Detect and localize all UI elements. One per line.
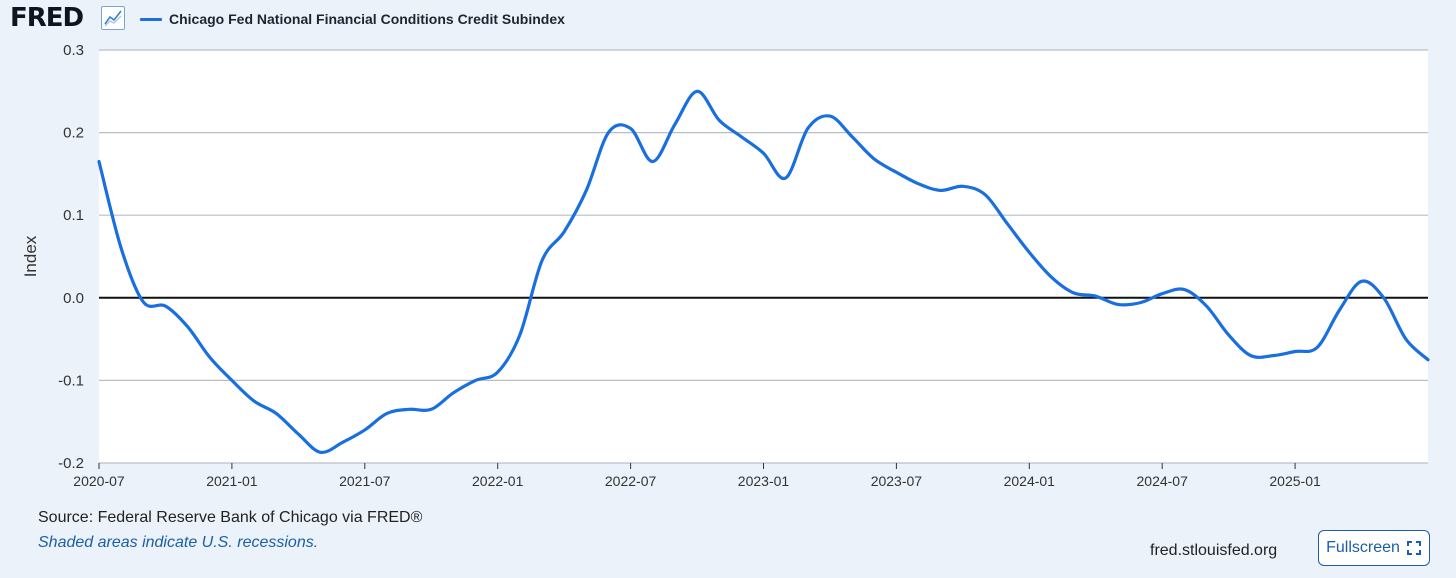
x-tick-label: 2023-07 — [871, 473, 923, 489]
site-url[interactable]: fred.stlouisfed.org — [1150, 542, 1278, 559]
fullscreen-button[interactable]: Fullscreen — [1318, 530, 1430, 566]
series-group — [97, 89, 1430, 454]
x-axis-ticks: 2020-07 2021-01 2021-07 2022-01 2022-07 2023-… — [73, 463, 1321, 489]
y-tick-label: 0.0 — [63, 290, 84, 307]
y-tick-label: -0.2 — [58, 455, 84, 472]
chart-header: FRED Chicago Fed National Financial Cond… — [0, 0, 1456, 36]
x-tick-label: 2023-01 — [738, 473, 790, 489]
series-line[interactable] — [97, 89, 1430, 454]
x-tick-label: 2024-01 — [1004, 473, 1056, 489]
y-tick-label: 0.2 — [63, 125, 84, 142]
line-chart: 0.3 0.2 0.1 0.0 -0.1 -0.2 2020-07 2021-01 2021-… — [21, 42, 1430, 489]
line-chart-icon[interactable] — [101, 6, 125, 30]
recession-note: Shaded areas indicate U.S. recessions. — [38, 534, 319, 551]
plot-area — [99, 50, 1428, 463]
x-tick-label: 2021-07 — [339, 473, 391, 489]
x-tick-label: 2024-07 — [1137, 473, 1189, 489]
y-tick-label: 0.3 — [63, 42, 84, 59]
fullscreen-label: Fullscreen — [1326, 539, 1400, 556]
x-tick-label: 2022-01 — [472, 473, 524, 489]
legend-label: Chicago Fed National Financial Condition… — [169, 11, 565, 27]
x-tick-label: 2021-01 — [206, 473, 258, 489]
x-tick-label: 2020-07 — [73, 473, 125, 489]
x-tick-label: 2025-01 — [1269, 473, 1321, 489]
source-text: Source: Federal Reserve Bank of Chicago … — [38, 509, 423, 526]
grid-lines — [99, 49, 1428, 464]
chart-legend: Chicago Fed National Financial Condition… — [140, 10, 565, 28]
expand-icon — [1406, 540, 1422, 556]
y-tick-label: 0.1 — [63, 207, 84, 224]
y-tick-label: -0.1 — [58, 372, 84, 389]
y-axis-ticks: 0.3 0.2 0.1 0.0 -0.1 -0.2 — [58, 42, 84, 472]
fred-logo[interactable]: FRED — [10, 3, 84, 33]
legend-swatch — [140, 17, 162, 21]
y-axis-label: Index — [21, 235, 40, 277]
x-tick-label: 2022-07 — [605, 473, 657, 489]
